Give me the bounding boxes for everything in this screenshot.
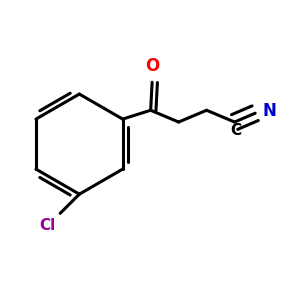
Text: Cl: Cl (40, 218, 56, 233)
Text: O: O (145, 57, 159, 75)
Text: C: C (230, 124, 242, 139)
Text: N: N (262, 102, 276, 120)
